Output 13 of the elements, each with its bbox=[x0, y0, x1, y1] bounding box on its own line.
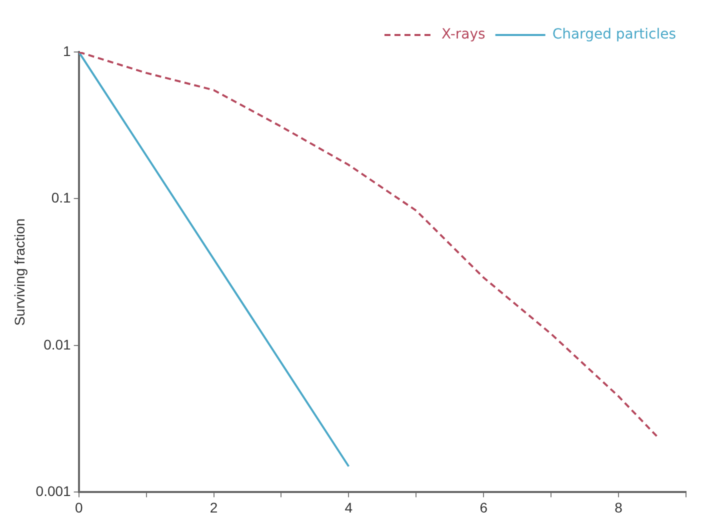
x-tick-label: 6 bbox=[480, 499, 488, 516]
y-axis-title: Surviving fraction bbox=[11, 218, 28, 326]
y-tick-label: 0.001 bbox=[36, 483, 72, 500]
y-tick-label: 1 bbox=[63, 42, 72, 59]
x-tick-label: 8 bbox=[614, 499, 623, 516]
legend-label: X-rays bbox=[441, 26, 486, 43]
x-tick-label: 4 bbox=[344, 499, 353, 516]
x-tick-label: 2 bbox=[210, 499, 218, 516]
y-tick-label: 0.01 bbox=[44, 336, 72, 352]
line-series bbox=[78, 52, 658, 438]
y-tick-label: 0.1 bbox=[51, 190, 72, 206]
x-tick-label: 0 bbox=[74, 499, 83, 516]
legend-label: Charged particles bbox=[552, 26, 676, 43]
